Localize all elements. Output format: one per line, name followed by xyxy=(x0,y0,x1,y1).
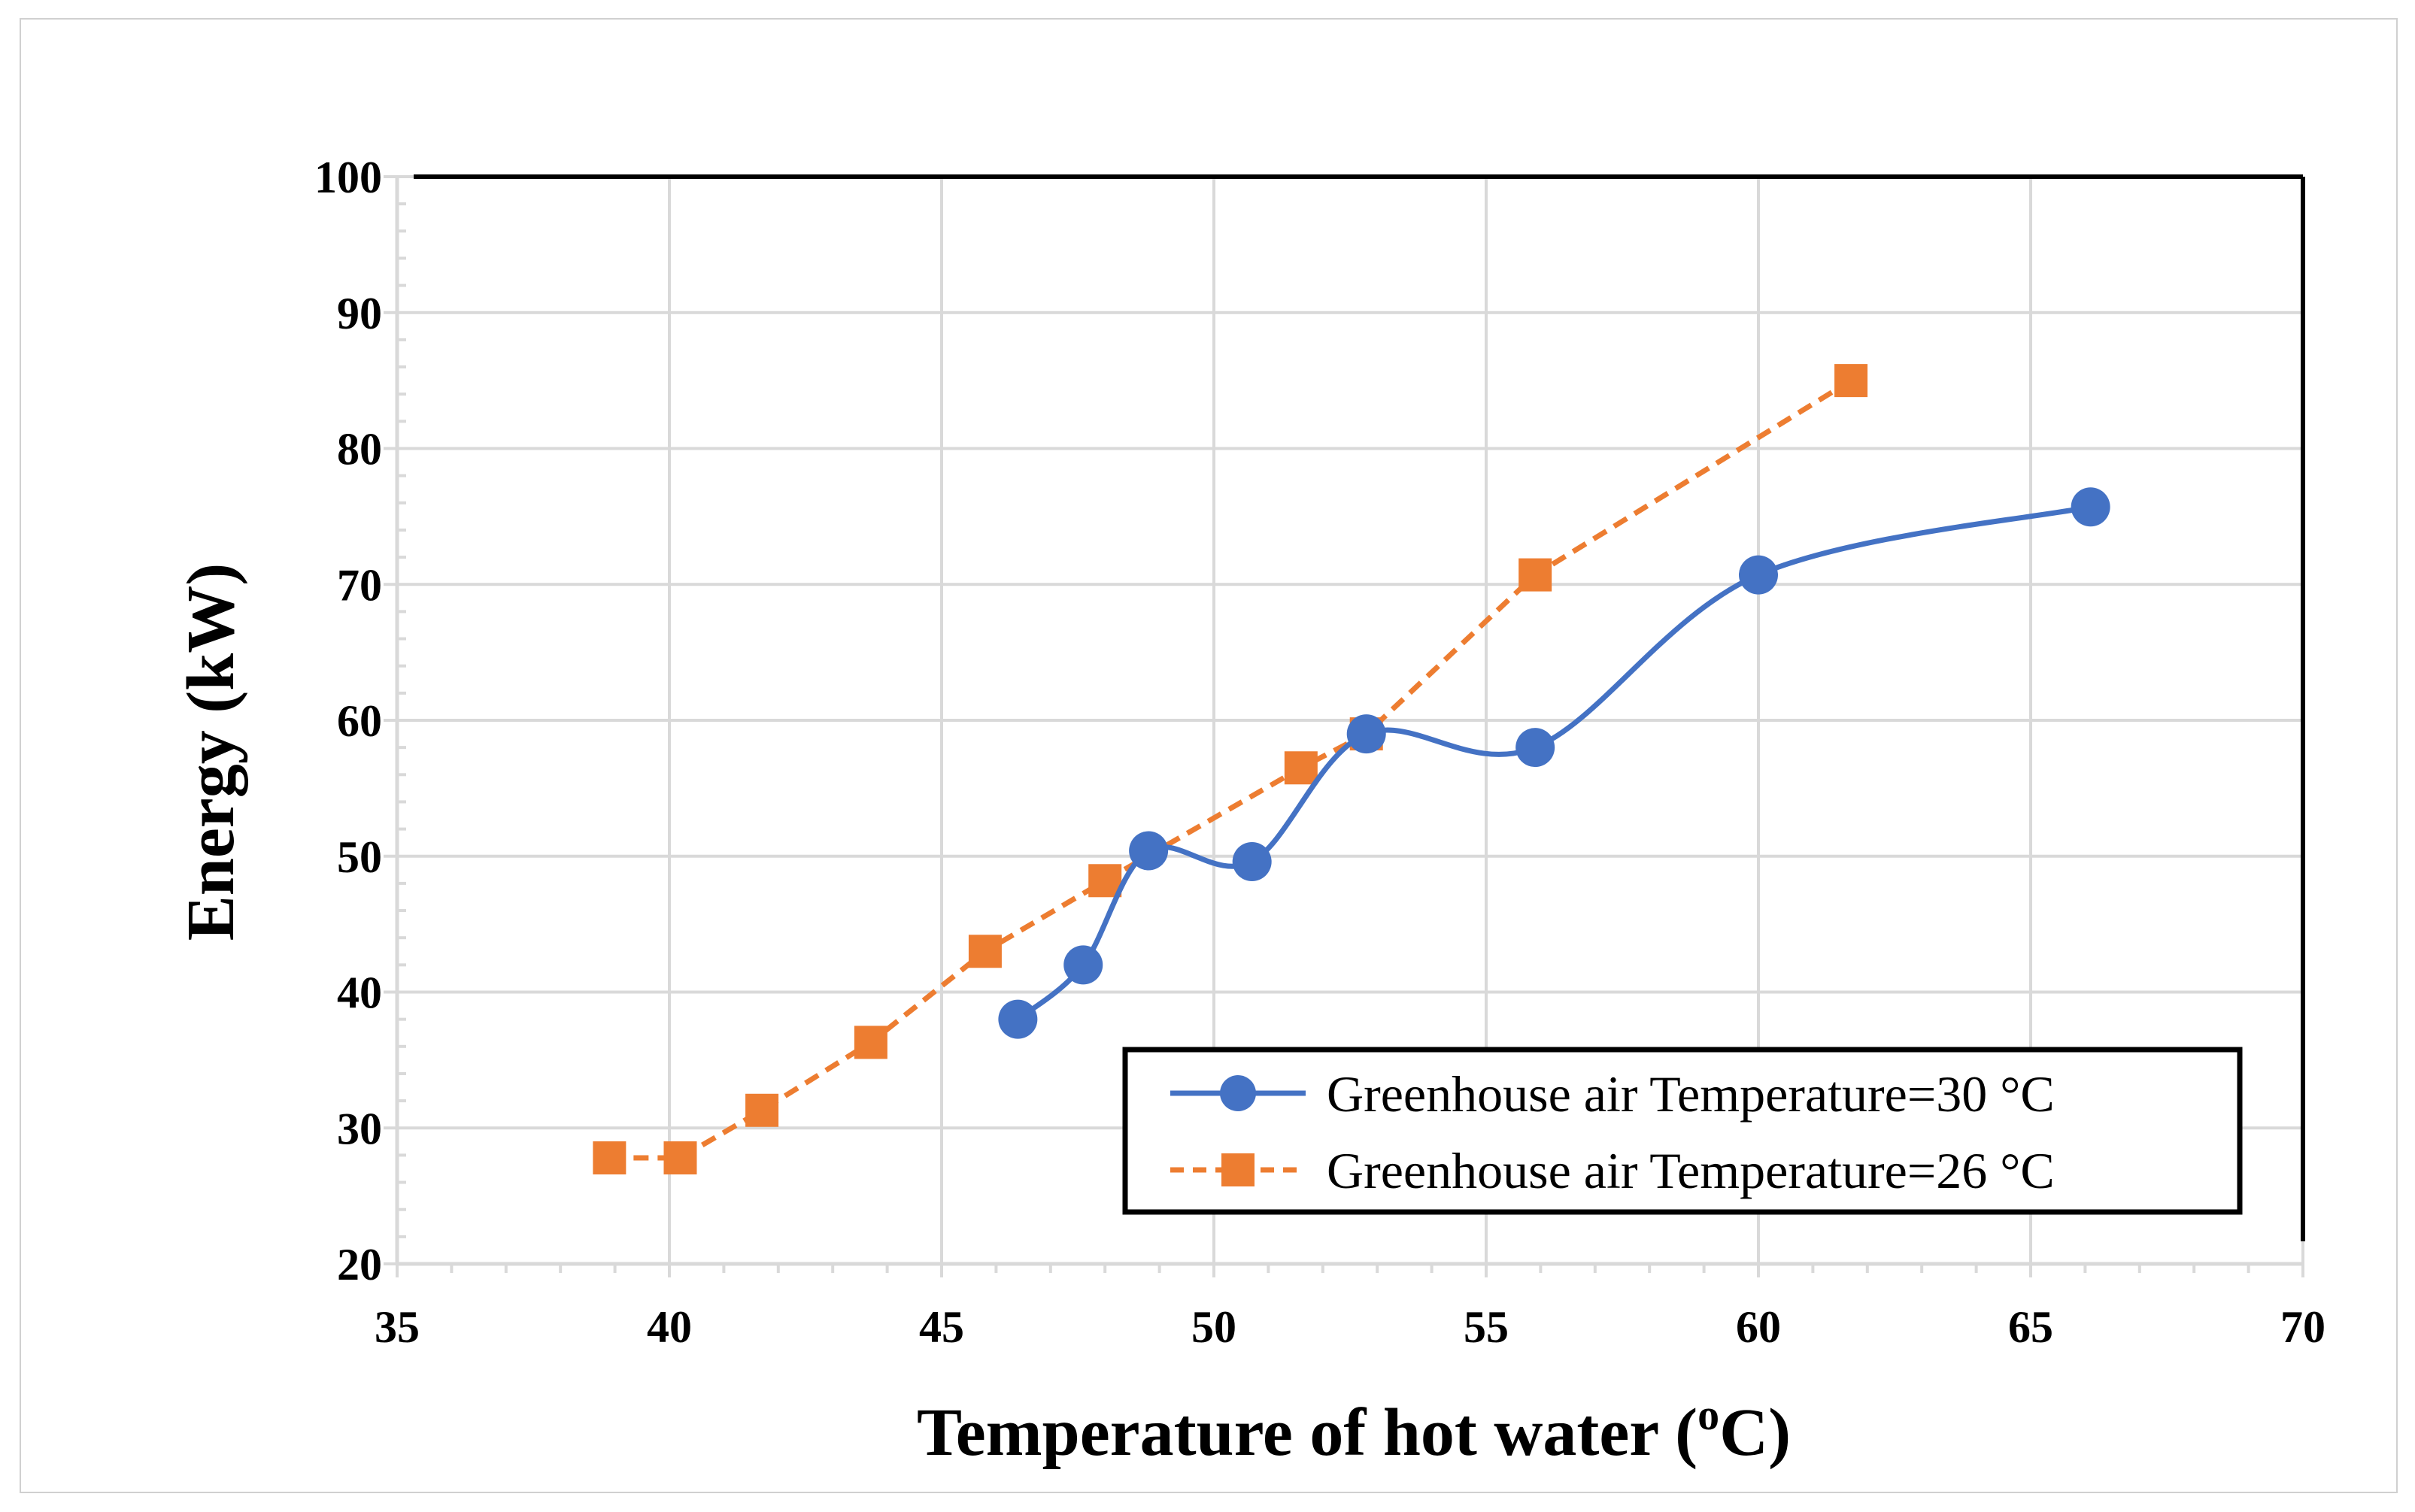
data-point-square xyxy=(1088,864,1122,898)
legend-label-26: Greenhouse air Temperature=26 °C xyxy=(1327,1142,2055,1199)
legend: Greenhouse air Temperature=30 °C Greenho… xyxy=(1122,1047,2243,1215)
data-point-square xyxy=(968,935,1002,968)
chart-frame xyxy=(20,18,2398,1493)
x-tick-label: 65 xyxy=(2008,1302,2053,1352)
tick-labels: 35 40 45 50 55 60 65 70 20 30 40 50 60 70 80 90 100 xyxy=(314,153,2325,1352)
y-tick-label: 30 xyxy=(337,1104,382,1153)
y-tick-label: 40 xyxy=(337,968,382,1018)
y-tick-label: 100 xyxy=(314,153,382,202)
data-series xyxy=(593,364,2110,1175)
legend-box xyxy=(1122,1047,2243,1215)
legend-marker-circle xyxy=(1220,1075,1256,1111)
x-tick-label: 55 xyxy=(1464,1302,1509,1352)
legend-label-30: Greenhouse air Temperature=30 °C xyxy=(1327,1065,2055,1123)
x-axis-title-unit: C) xyxy=(1719,1395,1791,1470)
x-tick-label: 50 xyxy=(1191,1302,1236,1352)
x-axis-title: Temperature of hot water (oC) xyxy=(917,1390,1791,1470)
y-tick-label: 20 xyxy=(337,1240,382,1289)
y-tick-label: 80 xyxy=(337,425,382,474)
data-point-square xyxy=(593,1141,627,1175)
data-point-square xyxy=(854,1026,887,1059)
x-tick-label: 60 xyxy=(1736,1302,1781,1352)
data-point-circle xyxy=(998,999,1038,1039)
y-tick-label: 50 xyxy=(337,832,382,882)
series-30C xyxy=(998,487,2110,1039)
data-point-square xyxy=(1834,364,1868,398)
y-tick-label: 70 xyxy=(337,560,382,610)
x-tick-label: 45 xyxy=(919,1302,964,1352)
data-point-square xyxy=(745,1093,779,1127)
x-axis-title-superscript: o xyxy=(1697,1390,1719,1439)
data-point-circle xyxy=(1063,945,1103,985)
data-point-circle xyxy=(1129,831,1169,871)
data-point-square xyxy=(1284,751,1318,785)
x-tick-label: 70 xyxy=(2280,1302,2325,1352)
data-point-circle xyxy=(1739,555,1778,595)
data-point-circle xyxy=(1232,841,1272,881)
x-axis-title-main: Temperature of hot water ( xyxy=(917,1395,1697,1470)
axes xyxy=(384,174,2305,1277)
data-point-square xyxy=(1518,558,1552,592)
data-point-circle xyxy=(2071,487,2110,527)
y-tick-label: 60 xyxy=(337,696,382,746)
y-tick-label: 90 xyxy=(337,289,382,338)
data-point-circle xyxy=(1515,728,1555,768)
legend-marker-square xyxy=(1221,1153,1255,1186)
data-point-square xyxy=(663,1141,697,1175)
series-line xyxy=(609,378,1852,1161)
data-point-circle xyxy=(1346,714,1386,754)
x-tick-label: 40 xyxy=(647,1302,692,1352)
y-axis-title: Energy (kW) xyxy=(174,563,248,941)
x-tick-label: 35 xyxy=(375,1302,420,1352)
